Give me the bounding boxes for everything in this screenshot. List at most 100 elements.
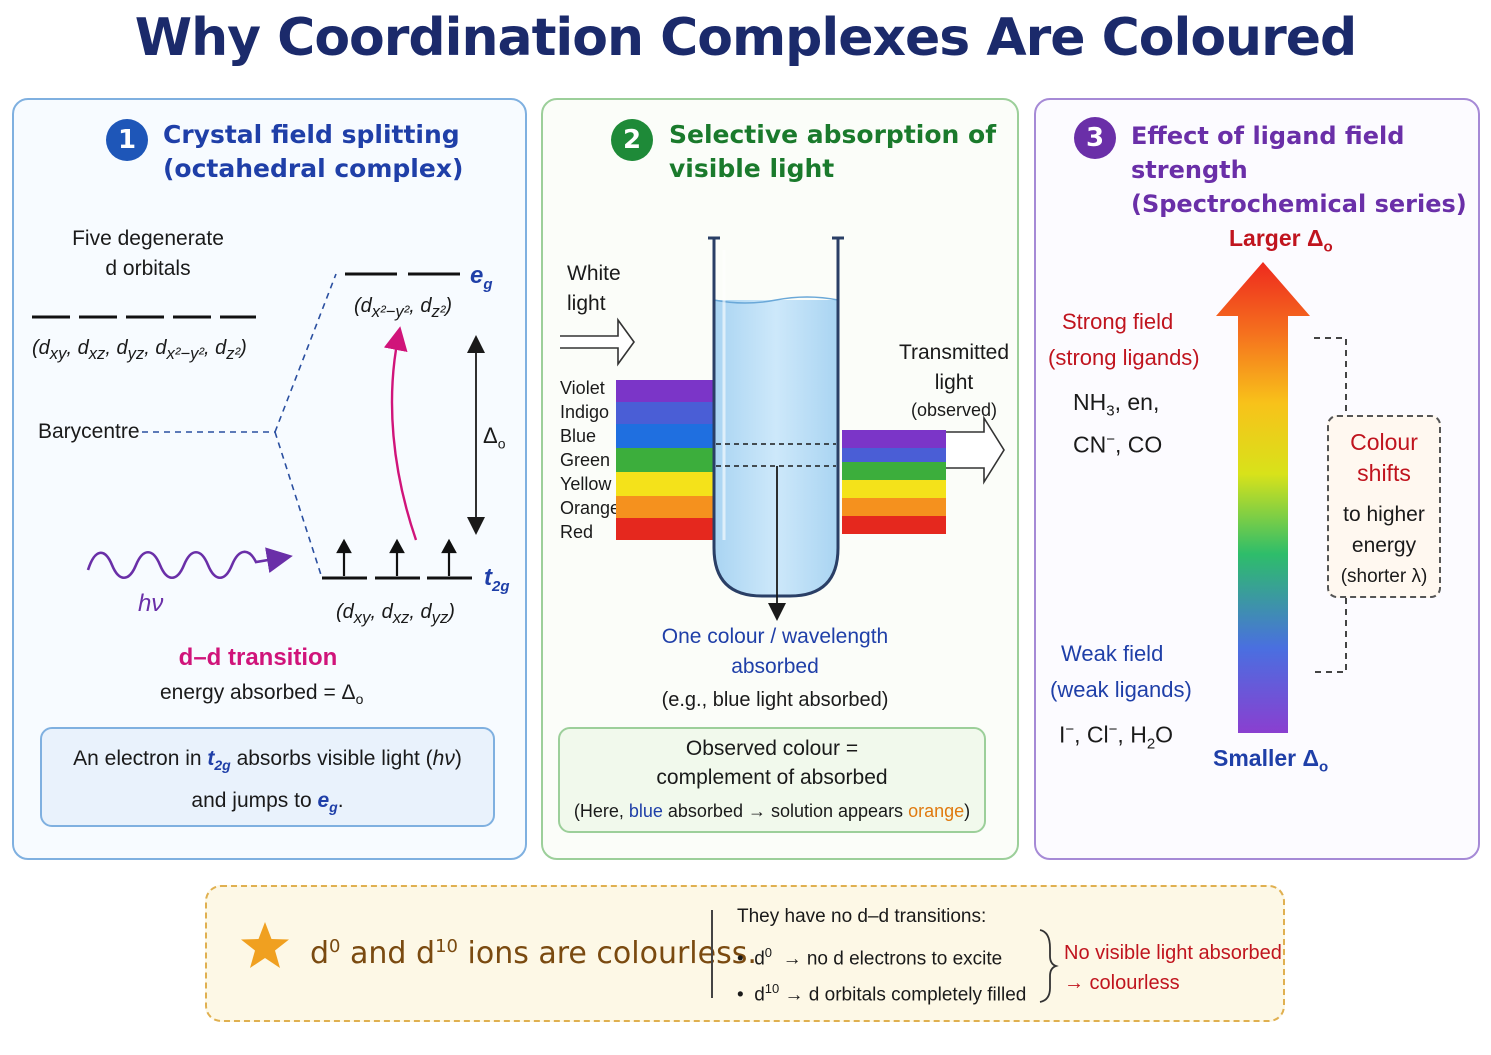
observed-example-blue: blue: [628, 801, 663, 821]
transmitted-band-orange: [842, 498, 946, 516]
liquid-surface: [713, 296, 839, 304]
panel3-number-badge: 3: [1074, 117, 1116, 159]
observed-example-prefix: (Here,: [573, 801, 629, 821]
panel2-title: Selective absorption of visible light: [669, 118, 996, 186]
observed-example-suffix: ): [964, 801, 971, 821]
spectrum-band-blue: [616, 424, 717, 448]
colour-shift-box: Colour shifts to higher energy (shorter …: [1327, 415, 1441, 598]
transmitted-band-green: [842, 462, 946, 480]
excitation-arrow: [383, 326, 418, 541]
panel1-title: Crystal field splitting (octahedral comp…: [163, 118, 463, 186]
panel3-title-line2: (Spectrochemical series): [1131, 190, 1467, 218]
smaller-delta-label: Smaller Δo: [1213, 745, 1329, 776]
electron-arrowhead: [336, 538, 352, 554]
test-tube: [708, 236, 844, 598]
spectrum-label-yellow: Yellow: [560, 474, 612, 494]
eg-label: eg: [470, 262, 493, 293]
panel3-title: Effect of ligand field strength (Spectro…: [1131, 119, 1491, 221]
split-line-t2g: [274, 431, 323, 579]
no-transitions-intro: They have no d–d transitions:: [737, 906, 987, 927]
absorbed-label: One colour / wavelength absorbed: [640, 622, 910, 682]
panel1-title-line2: (octahedral complex): [163, 154, 464, 183]
split-line-eg: [274, 273, 337, 433]
t2g-orbitals: (dxy, dxz, dyz): [336, 601, 455, 627]
electron-arrowhead: [441, 538, 457, 554]
observed-example-middle: absorbed → solution appears: [662, 801, 909, 821]
electron-arrowhead: [389, 538, 405, 554]
absorbed-label-line2: absorbed: [731, 655, 819, 678]
spectrum-label-green: Green: [560, 450, 611, 470]
observed-colour-line2: complement of absorbed: [656, 766, 888, 789]
degenerate-label-line1: Five degenerate: [72, 227, 224, 250]
delta-o-label: Δo: [483, 423, 506, 452]
observed-colour-line1: Observed colour =: [685, 737, 859, 760]
colour-shift-body-line2: energy: [1351, 534, 1417, 557]
colour-shift-body-line1: to higher: [1343, 503, 1425, 526]
spectrum-band-green: [616, 448, 717, 472]
spectrum-band-red: [616, 518, 717, 540]
result-line1: No visible light absorbed: [1064, 942, 1282, 964]
transmitted-band-red: [842, 516, 946, 534]
observed-colour-example: (Here, blue absorbed → solution appears …: [560, 797, 984, 825]
transition-energy: energy absorbed = Δo: [160, 681, 364, 708]
weak-field-label: Weak field: [1061, 641, 1164, 666]
photon-label: hν: [138, 590, 164, 617]
field-strength-arrow: [1216, 262, 1310, 733]
strong-field-label: Strong field: [1062, 309, 1174, 334]
spectrum-label-indigo: Indigo: [560, 402, 610, 422]
spectrum-band-violet: [616, 380, 717, 402]
barycentre-label: Barycentre: [38, 420, 140, 443]
degenerate-orbitals-list: (dxy, dxz, dyz, dx²−y², dz²): [32, 337, 247, 363]
weak-ligands-label: (weak ligands): [1050, 677, 1192, 702]
observed-label: (observed): [910, 400, 998, 420]
photon-wave: [86, 547, 293, 580]
test-tube-glass: [712, 238, 840, 598]
strong-ligands-line2: CN−, CO: [1073, 431, 1163, 458]
eg-orbitals: (dx²−y², dz²): [354, 295, 453, 321]
spectrum-label-violet: Violet: [560, 378, 605, 398]
incoming-spectrum: [616, 380, 717, 540]
colour-shift-heading: Colour shifts: [1329, 427, 1439, 489]
t2g-electrons: [336, 538, 457, 576]
degenerate-label-line2: d orbitals: [105, 257, 191, 280]
observed-colour-note: Observed colour = complement of absorbed…: [558, 727, 986, 833]
d10-reason: • d10 → d orbitals completely filled: [737, 981, 1027, 1006]
panel1-number-badge: 1: [106, 119, 148, 161]
transmitted-spectrum: [842, 430, 946, 534]
barycentre-lines: [142, 273, 337, 579]
colour-shift-body-line3: (shorter λ): [1340, 566, 1428, 587]
panel2-title-line1: Selective absorption of: [669, 120, 997, 149]
transition-title: d–d transition: [178, 644, 338, 671]
white-light-arrow: [560, 317, 635, 367]
observed-example-orange: orange: [908, 801, 965, 821]
transmitted-band-violet: [842, 430, 946, 448]
colourless-ions-statement: d0 and d10 ions are colourless.: [310, 936, 757, 971]
spectrum-band-orange: [616, 496, 717, 518]
solution-liquid: [714, 300, 838, 596]
t2g-label: t2g: [484, 564, 510, 595]
spectrum-label-blue: Blue: [560, 426, 597, 446]
result-line2: → colourless: [1064, 972, 1180, 994]
transmitted-band-indigo: [842, 448, 946, 462]
page-title: Why Coordination Complexes Are Coloured: [134, 8, 1357, 68]
transmitted-band-yellow: [842, 480, 946, 498]
strong-ligands-line1: NH3, en,: [1073, 389, 1160, 420]
spectrum-label-red: Red: [560, 522, 594, 542]
white-light-label: White light: [567, 262, 621, 315]
panel3-title-line1: Effect of ligand field strength: [1131, 122, 1405, 184]
colour-shift-heading-line2: shifts: [1357, 460, 1411, 486]
star-icon: [241, 922, 289, 968]
degenerate-label: Five degenerate d orbitals: [58, 224, 238, 284]
strong-ligands-label: (strong ligands): [1048, 345, 1200, 370]
electron-jump-note: An electron in t2g absorbs visible light…: [40, 727, 495, 827]
transmitted-label-line2: light: [934, 371, 974, 394]
electron-jump-note-text: An electron in t2g absorbs visible light…: [73, 747, 462, 816]
weak-ligands-list: I−, Cl−, H2O: [1059, 721, 1174, 753]
colour-shift-bracket: [1314, 337, 1347, 673]
colourless-ions-banner: d0 and d10 ions are colourless. They hav…: [205, 885, 1285, 1022]
spectrum-label-orange: Orange: [560, 498, 621, 518]
spectrum-band-yellow: [616, 472, 717, 496]
absorbed-band-markers: [716, 443, 836, 467]
absorbed-label-line1: One colour / wavelength: [661, 625, 889, 648]
